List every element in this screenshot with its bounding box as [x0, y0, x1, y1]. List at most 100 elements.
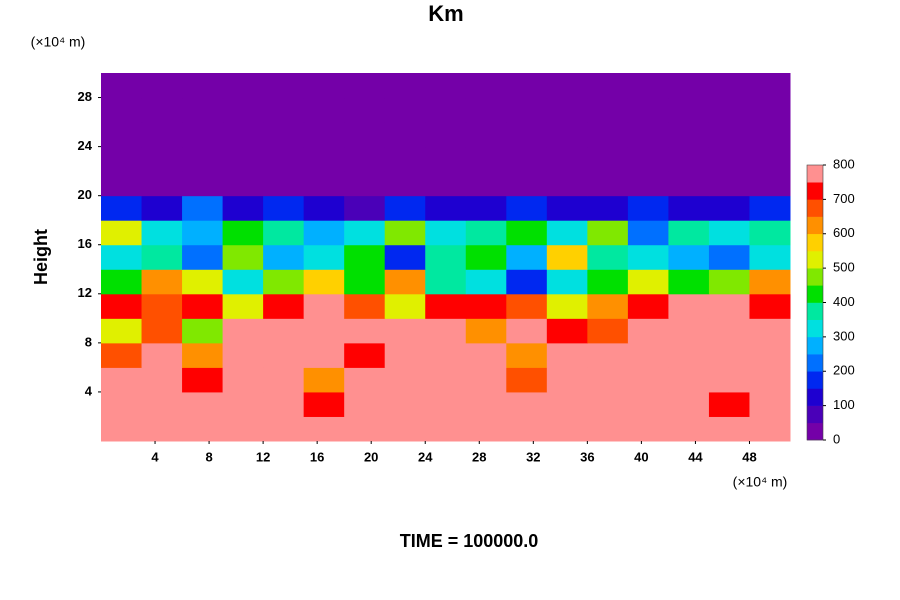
cell: [101, 73, 143, 99]
cell: [303, 220, 345, 246]
colorbar-segment: [807, 388, 823, 406]
cell: [668, 122, 710, 148]
cell: [587, 269, 629, 295]
cell: [627, 171, 669, 197]
x-unit: (×10⁴ m): [733, 474, 788, 490]
cell: [546, 342, 588, 368]
cell: [384, 367, 426, 393]
cell: [506, 73, 548, 99]
cell: [141, 391, 183, 417]
cell: [384, 244, 426, 270]
cell: [344, 269, 386, 295]
cell: [708, 220, 750, 246]
cell: [425, 171, 467, 197]
cell: [344, 171, 386, 197]
cell: [465, 367, 507, 393]
cell: [182, 122, 224, 148]
cell: [708, 269, 750, 295]
cell: [749, 195, 791, 221]
cell: [668, 73, 710, 99]
x-tick-label: 8: [205, 449, 212, 464]
cell: [141, 318, 183, 344]
y-tick-label: 12: [78, 285, 92, 300]
cell: [668, 244, 710, 270]
time-label: TIME = 100000.0: [400, 531, 539, 551]
cell: [668, 367, 710, 393]
cell: [749, 391, 791, 417]
cell: [425, 391, 467, 417]
cell: [101, 97, 143, 123]
cell: [546, 367, 588, 393]
cell: [627, 195, 669, 221]
x-tick-label: 16: [310, 449, 324, 464]
cell: [425, 342, 467, 368]
cell: [182, 391, 224, 417]
cell: [627, 293, 669, 319]
cell: [749, 171, 791, 197]
cell: [749, 244, 791, 270]
cell: [141, 171, 183, 197]
cell: [344, 416, 386, 442]
cell: [303, 342, 345, 368]
cell: [182, 73, 224, 99]
cell: [303, 416, 345, 442]
colorbar-segment: [807, 268, 823, 286]
cell: [384, 195, 426, 221]
cell: [506, 342, 548, 368]
colorbar-segment: [807, 199, 823, 217]
cell: [668, 342, 710, 368]
cell: [384, 342, 426, 368]
cell: [141, 244, 183, 270]
cell: [101, 244, 143, 270]
cell: [506, 195, 548, 221]
cell: [708, 416, 750, 442]
cell: [344, 195, 386, 221]
cell: [303, 97, 345, 123]
cell: [384, 318, 426, 344]
x-tick-label: 12: [256, 449, 270, 464]
cell: [263, 367, 305, 393]
x-tick-label: 48: [742, 449, 756, 464]
cell: [546, 195, 588, 221]
cell: [182, 220, 224, 246]
cell: [101, 416, 143, 442]
cell: [303, 171, 345, 197]
cell: [303, 318, 345, 344]
cell: [627, 416, 669, 442]
y-axis-label: Height: [31, 229, 51, 285]
cell: [141, 122, 183, 148]
cell: [303, 293, 345, 319]
cell: [344, 293, 386, 319]
cell: [222, 220, 264, 246]
cell: [303, 195, 345, 221]
cell: [344, 318, 386, 344]
cell: [425, 293, 467, 319]
cell: [425, 367, 467, 393]
cell: [182, 171, 224, 197]
cell: [101, 220, 143, 246]
cell: [101, 391, 143, 417]
cell: [222, 416, 264, 442]
cell: [141, 367, 183, 393]
colorbar-segment: [807, 216, 823, 235]
y-tick-label: 24: [78, 138, 93, 153]
cell: [141, 342, 183, 368]
cell: [263, 416, 305, 442]
cell: [344, 146, 386, 172]
cell: [303, 367, 345, 393]
cell: [425, 269, 467, 295]
cell: [384, 220, 426, 246]
cell: [222, 195, 264, 221]
x-tick-label: 44: [688, 449, 703, 464]
cell: [749, 220, 791, 246]
cell: [506, 293, 548, 319]
y-tick-label: 8: [85, 334, 92, 349]
colorbar-segment: [807, 182, 823, 200]
cell: [627, 97, 669, 123]
cell: [749, 342, 791, 368]
cell: [587, 73, 629, 99]
cell: [465, 293, 507, 319]
colorbar-tick-label: 200: [833, 363, 855, 378]
cell: [222, 171, 264, 197]
x-tick-label: 24: [418, 449, 433, 464]
